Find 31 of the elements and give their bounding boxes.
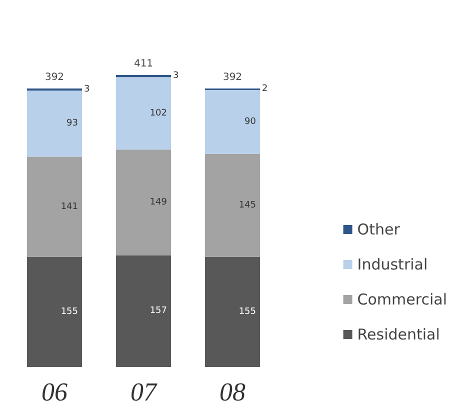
bar [116,255,171,367]
legend-label: Commercial [357,290,448,308]
data-label: 93 [66,118,78,129]
data-label: 3 [173,71,179,82]
data-label: 155 [60,306,78,317]
bar [116,150,171,256]
data-label: 145 [238,200,256,210]
bar [27,90,82,157]
bar [116,77,171,150]
x-tick-label: 07 [130,378,158,406]
legend-label: Other [357,220,401,238]
bar [205,256,260,367]
legend-label: Residential [357,326,440,344]
data-label: 102 [150,108,167,118]
data-label: 3 [84,84,90,95]
x-tick-label: 06 [42,378,68,406]
data-label: 149 [150,198,168,208]
data-label: 2 [262,84,268,94]
data-label: 141 [60,202,78,212]
bar [205,90,260,154]
bar [27,156,82,257]
x-tick-label: 08 [220,378,246,406]
data-label: 90 [244,116,256,127]
legend-label: Industrial [357,256,428,274]
bar [205,154,260,257]
data-label: 155 [238,306,256,317]
total-label: 392 [222,72,242,84]
total-label: 411 [134,58,154,70]
data-label: 157 [150,306,167,316]
total-label: 392 [44,72,64,84]
bar [27,256,82,367]
